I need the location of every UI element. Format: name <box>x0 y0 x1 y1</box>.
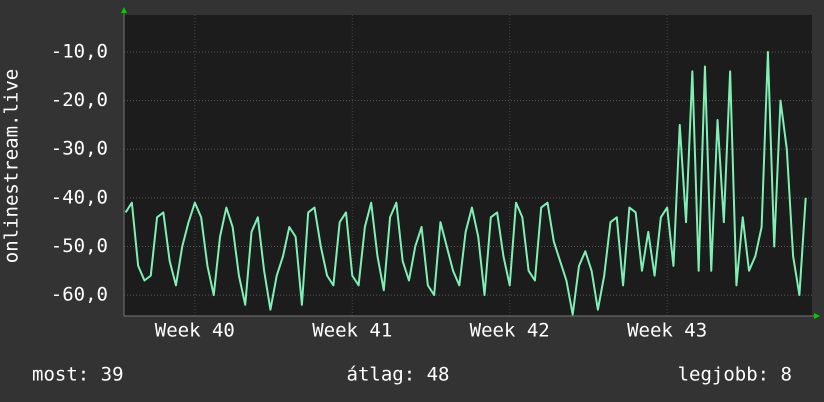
data-line <box>124 50 807 316</box>
marks <box>124 50 807 316</box>
x-tick-label: Week 43 <box>627 320 707 342</box>
y-tick-label: -30,0 <box>51 138 108 160</box>
footer-stat: most: 39 <box>32 364 124 386</box>
x-tick-label: Week 40 <box>155 320 235 342</box>
y-tick-label: -50,0 <box>51 235 108 257</box>
x-tick-label: Week 42 <box>470 320 550 342</box>
y-tick-label: -20,0 <box>51 89 108 111</box>
axis-arrow <box>814 313 820 319</box>
y-axis-label: onlinestream.live <box>1 69 23 263</box>
x-tick-label: Week 41 <box>312 320 392 342</box>
y-tick-label: -60,0 <box>51 284 108 306</box>
footer-stat: legjobb: 8 <box>678 364 792 386</box>
y-tick-label: -10,0 <box>51 40 108 62</box>
y-tick-label: -40,0 <box>51 186 108 208</box>
footer-stat: átlag: 48 <box>347 364 450 386</box>
axis-arrow <box>121 7 127 13</box>
